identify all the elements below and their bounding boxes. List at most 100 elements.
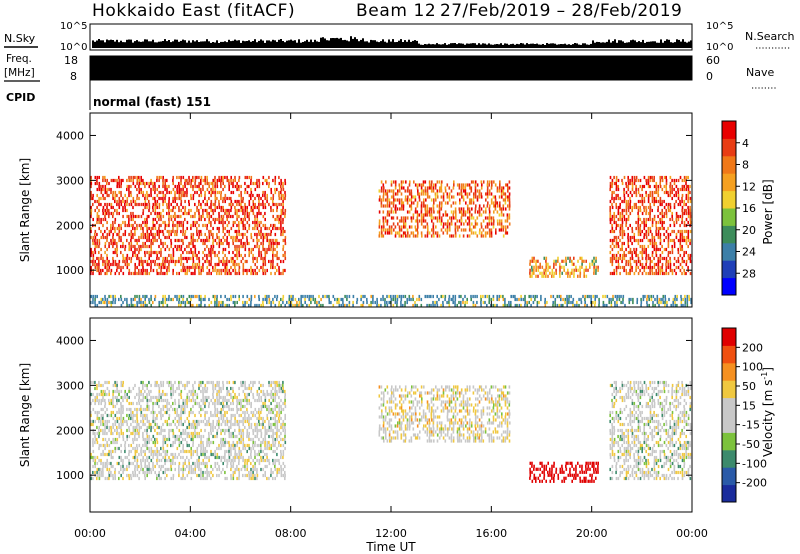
- scatter-cell: [627, 241, 629, 246]
- scatter-cell: [170, 217, 173, 222]
- scatter-cell: [136, 407, 138, 412]
- scatter-cell: [376, 303, 378, 308]
- scatter-cell: [270, 205, 272, 210]
- scatter-cell: [136, 226, 138, 231]
- scatter-cell: [529, 271, 531, 275]
- scatter-cell: [280, 211, 283, 216]
- scatter-cell: [106, 458, 108, 463]
- scatter-cell: [118, 262, 120, 267]
- scatter-cell: [541, 274, 543, 278]
- scatter-cell: [120, 395, 123, 400]
- scatter-cell: [168, 196, 170, 201]
- scatter-cell: [206, 175, 208, 180]
- scatter-cell: [96, 187, 99, 192]
- scatter-cell: [218, 205, 221, 210]
- scatter-cell: [104, 398, 106, 403]
- scatter-cell: [559, 271, 561, 275]
- scatter-cell: [537, 259, 539, 263]
- scatter-cell: [152, 449, 154, 454]
- scatter-cell: [470, 231, 473, 235]
- scatter-cell: [98, 431, 101, 436]
- scatter-cell: [240, 196, 243, 201]
- scatter-cell: [615, 196, 617, 201]
- scatter-cell: [134, 268, 136, 273]
- scatter-cell: [234, 175, 236, 180]
- scatter-cell: [553, 265, 555, 269]
- scatter-cell: [168, 205, 170, 210]
- scatter-cell: [685, 250, 687, 255]
- scatter-cell: [222, 220, 224, 225]
- scatter-cell: [152, 404, 154, 409]
- scatter-cell: [390, 228, 393, 232]
- scatter-cell: [298, 297, 300, 302]
- scatter-cell: [262, 244, 264, 249]
- scatter-cell: [546, 300, 548, 305]
- scatter-cell: [462, 198, 465, 202]
- scatter-cell: [617, 211, 620, 216]
- scatter-cell: [430, 183, 433, 187]
- scatter-cell: [635, 187, 637, 192]
- scatter-cell: [112, 297, 115, 302]
- scatter-cell: [410, 219, 413, 223]
- scatter-cell: [378, 225, 381, 229]
- scatter-cell: [639, 229, 641, 234]
- scatter-cell: [164, 461, 166, 466]
- scatter-cell: [110, 271, 112, 276]
- scatter-cell: [170, 214, 172, 219]
- scatter-cell: [110, 187, 112, 192]
- scatter-cell: [248, 184, 250, 189]
- scatter-cell: [122, 416, 125, 421]
- scatter-cell: [142, 208, 145, 213]
- scatter-cell: [543, 256, 546, 260]
- scatter-cell: [244, 253, 246, 258]
- scatter-cell: [468, 183, 471, 187]
- scatter-cell: [194, 238, 196, 243]
- scatter-cell: [264, 294, 267, 299]
- scatter-cell: [110, 413, 113, 418]
- nsky-bar: [656, 42, 658, 48]
- scatter-cell: [228, 184, 230, 189]
- scatter-cell: [667, 202, 670, 207]
- nsky-top-tick: 10^5: [60, 21, 87, 32]
- scatter-cell: [386, 192, 389, 196]
- scatter-cell: [208, 250, 210, 255]
- scatter-cell: [194, 244, 196, 249]
- scatter-cell: [400, 204, 403, 208]
- scatter-cell: [108, 389, 110, 394]
- scatter-cell: [242, 241, 245, 246]
- scatter-cell: [478, 204, 481, 208]
- scatter-cell: [689, 253, 692, 258]
- scatter-cell: [296, 300, 298, 305]
- scatter-cell: [130, 410, 132, 415]
- scatter-cell: [180, 190, 182, 195]
- scatter-cell: [274, 175, 277, 180]
- scatter-cell: [410, 195, 413, 199]
- scatter-cell: [612, 297, 614, 302]
- scatter-cell: [683, 208, 686, 213]
- scatter-cell: [154, 428, 156, 433]
- scatter-cell: [142, 229, 144, 234]
- scatter-cell: [394, 300, 397, 305]
- scatter-cell: [671, 184, 673, 189]
- scatter-cell: [100, 190, 103, 195]
- scatter-cell: [138, 247, 141, 252]
- scatter-cell: [98, 187, 101, 192]
- scatter-cell: [90, 250, 92, 255]
- scatter-cell: [116, 184, 118, 189]
- scatter-cell: [238, 297, 241, 302]
- scatter-cell: [160, 223, 162, 228]
- scatter-cell: [172, 223, 174, 228]
- scatter-cell: [657, 262, 660, 267]
- scatter-cell: [440, 303, 442, 308]
- scatter-cell: [270, 259, 272, 264]
- scatter-cell: [282, 247, 284, 252]
- scatter-cell: [617, 256, 620, 261]
- scatter-cell: [500, 222, 503, 226]
- scatter-cell: [162, 413, 164, 418]
- scatter-cell: [184, 184, 186, 189]
- scatter-cell: [108, 181, 110, 186]
- scatter-cell: [302, 303, 304, 308]
- scatter-cell: [438, 234, 441, 238]
- scatter-cell: [280, 226, 282, 231]
